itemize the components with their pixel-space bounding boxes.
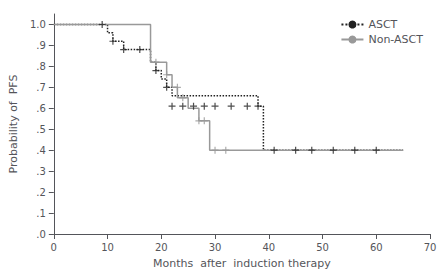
svg-text:ASCT: ASCT — [368, 18, 397, 31]
svg-text:Probability of PFS: Probability of PFS — [7, 74, 20, 173]
svg-text:0: 0 — [51, 242, 57, 253]
svg-text:1.0: 1.0 — [30, 19, 46, 30]
svg-text:20: 20 — [155, 242, 168, 253]
svg-text:.6: .6 — [36, 103, 46, 114]
svg-text:30: 30 — [209, 242, 222, 253]
svg-text:Months after induction thera: Months after induction therapy — [153, 257, 331, 270]
svg-text:.2: .2 — [36, 187, 46, 198]
svg-text:10: 10 — [101, 242, 114, 253]
svg-text:.7: .7 — [36, 82, 46, 93]
svg-text:.4: .4 — [36, 145, 46, 156]
svg-text:.3: .3 — [36, 166, 46, 177]
svg-text:Non-ASCT: Non-ASCT — [368, 33, 423, 46]
svg-text:.0: .0 — [36, 229, 46, 240]
svg-text:60: 60 — [370, 242, 383, 253]
svg-text:.5: .5 — [36, 124, 46, 135]
svg-text:40: 40 — [262, 242, 275, 253]
svg-text:.9: .9 — [36, 40, 46, 51]
svg-text:50: 50 — [316, 242, 329, 253]
svg-text:.8: .8 — [36, 61, 46, 72]
svg-text:.1: .1 — [36, 208, 46, 219]
svg-text:70: 70 — [424, 242, 437, 253]
